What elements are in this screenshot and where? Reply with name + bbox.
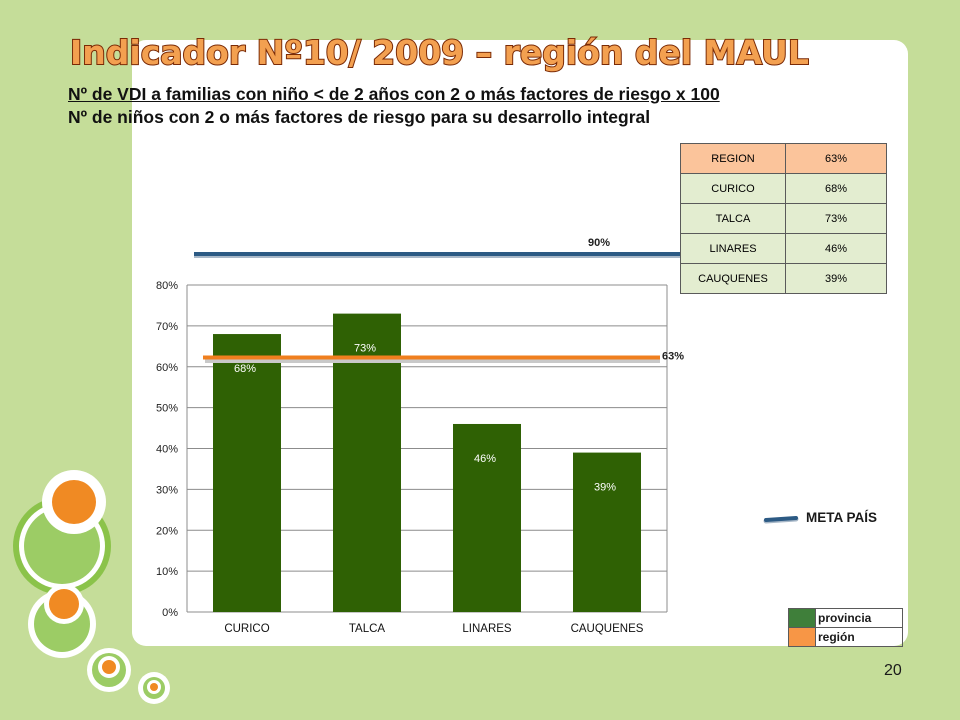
deco-circle-orange: [52, 480, 96, 524]
x-tick-label: TALCA: [349, 623, 386, 635]
y-tick-label: 80%: [156, 280, 178, 292]
legend-item-provincia: provincia: [788, 608, 903, 628]
y-tick-label: 20%: [156, 525, 178, 537]
meta-line-label: 90%: [588, 237, 610, 249]
y-tick-label: 30%: [156, 484, 178, 496]
bar-cauquenes: [573, 452, 641, 612]
table-cell-name: TALCA: [680, 203, 786, 234]
table-cell-value: 68%: [785, 173, 887, 204]
y-tick-label: 10%: [156, 566, 178, 578]
table-cell-value: 73%: [785, 203, 887, 234]
y-tick-label: 70%: [156, 321, 178, 333]
legend-swatch-region: [788, 627, 816, 647]
slide-title: Indicador Nº10/ 2009 – región del MAULE: [70, 32, 810, 73]
region-line-label: 63%: [662, 350, 684, 362]
y-tick-label: 60%: [156, 362, 178, 374]
table-row: LINARES 46%: [680, 233, 887, 264]
table-cell-value: 63%: [785, 143, 887, 174]
table-row: TALCA 73%: [680, 203, 887, 234]
table-cell-name: CURICO: [680, 173, 786, 204]
table-cell-name: LINARES: [680, 233, 786, 264]
legend: provincia región: [788, 608, 903, 647]
bar-value-label: 46%: [474, 453, 496, 465]
bar-value-label: 73%: [354, 343, 376, 355]
formula-denominator: Nº de niños con 2 o más factores de ries…: [68, 107, 651, 127]
x-tick-label: CAUQUENES: [571, 623, 644, 635]
legend-label-provincia: provincia: [815, 608, 903, 628]
table-cell-value: 39%: [785, 263, 887, 294]
y-tick-label: 50%: [156, 403, 178, 415]
legend-item-region: región: [788, 627, 903, 647]
bar-talca: [333, 313, 401, 612]
deco-circle-small-orange: [102, 660, 116, 674]
formula-numerator: Nº de VDI a familias con niño < de 2 año…: [68, 84, 720, 104]
bar-value-label: 39%: [594, 482, 616, 494]
table-cell-name: CAUQUENES: [680, 263, 786, 294]
page-number: 20: [884, 662, 902, 679]
y-tick-label: 0%: [162, 607, 178, 619]
x-tick-label: CURICO: [224, 623, 269, 635]
meta-pais-label: META PAÍS: [806, 510, 878, 525]
bar-curico: [213, 334, 281, 612]
legend-swatch-provincia: [788, 608, 816, 628]
table-cell-name: REGION: [680, 143, 786, 174]
legend-label-region: región: [815, 627, 903, 647]
deco-circle-mid-orange: [49, 589, 79, 619]
meta-pais-legend: META PAÍS: [762, 508, 902, 530]
table-row: CURICO 68%: [680, 173, 887, 204]
meta-line-swatch: [763, 516, 799, 524]
x-tick-label: LINARES: [462, 623, 512, 635]
bar-linares: [453, 423, 521, 612]
table-cell-value: 46%: [785, 233, 887, 264]
table-row-region: REGION 63%: [680, 143, 887, 174]
slide-title-text: Indicador Nº10/ 2009 – región del MAULE: [70, 33, 810, 72]
bar-value-label: 68%: [234, 363, 256, 375]
deco-circle-tiny-orange: [150, 683, 158, 691]
y-tick-label: 40%: [156, 444, 178, 456]
region-table: REGION 63% CURICO 68% TALCA 73% LINARES …: [680, 143, 887, 294]
table-row: CAUQUENES 39%: [680, 263, 887, 294]
